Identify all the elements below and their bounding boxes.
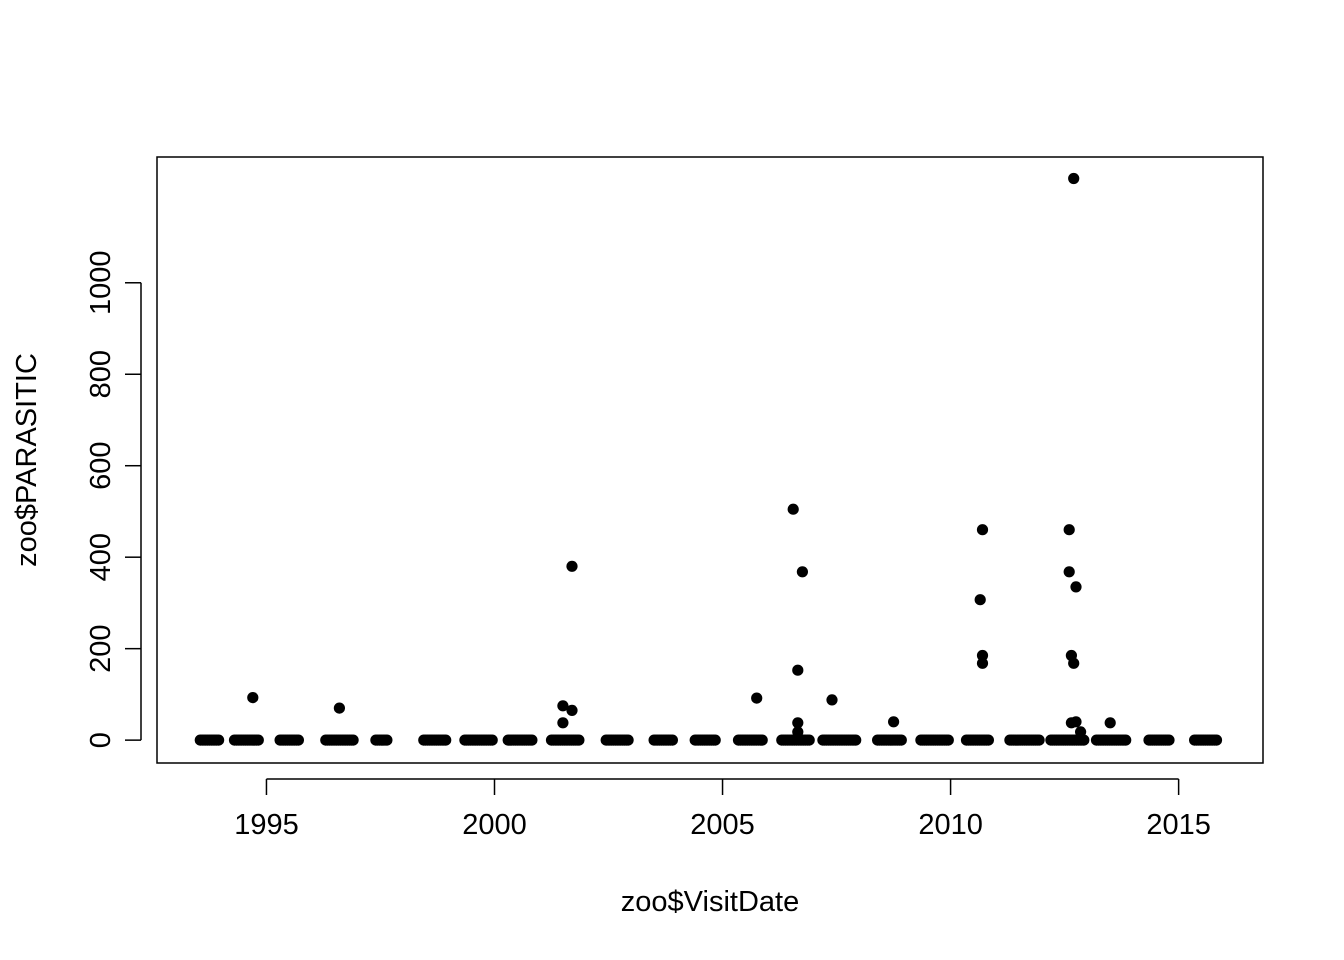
y-axis: 0 200 400 600 800 1000 xyxy=(85,251,142,748)
data-point xyxy=(1104,717,1116,729)
data-point xyxy=(486,734,498,746)
data-point xyxy=(803,734,815,746)
data-point xyxy=(976,524,989,536)
data-point xyxy=(850,734,862,746)
data-point xyxy=(440,734,452,746)
data-point xyxy=(557,717,569,729)
data-point xyxy=(1063,566,1075,578)
data-point xyxy=(1068,172,1080,185)
data-point xyxy=(526,734,538,746)
data-point xyxy=(976,657,989,669)
x-tick-label: 1995 xyxy=(234,809,299,841)
data-point xyxy=(213,734,225,746)
data-point xyxy=(792,717,804,729)
data-point xyxy=(666,734,679,746)
data-point xyxy=(888,716,900,728)
data-point xyxy=(566,704,578,717)
data-point xyxy=(573,734,585,746)
data-point xyxy=(381,734,393,746)
data-point xyxy=(557,700,569,712)
data-point xyxy=(895,734,907,746)
x-tick-label: 2010 xyxy=(918,809,983,841)
data-point xyxy=(709,734,721,746)
data-point xyxy=(622,734,634,746)
data-point xyxy=(247,692,259,704)
data-point xyxy=(982,734,995,746)
data-point xyxy=(796,566,809,578)
data-point xyxy=(333,702,345,714)
data-point xyxy=(1070,581,1082,593)
x-axis: 1995 2000 2005 2010 2015 xyxy=(234,778,1211,841)
data-point xyxy=(974,594,986,606)
data-point xyxy=(566,560,578,572)
x-axis-title: zoo$VisitDate xyxy=(621,886,799,918)
y-tick-label: 800 xyxy=(85,350,117,398)
x-tick-label: 2000 xyxy=(462,809,527,841)
data-point xyxy=(792,726,804,738)
data-point xyxy=(1033,734,1045,746)
data-point xyxy=(751,692,763,704)
y-tick-label: 600 xyxy=(85,442,117,490)
y-tick-label: 1000 xyxy=(85,251,117,316)
data-point xyxy=(292,734,304,746)
y-tick-label: 400 xyxy=(85,533,117,581)
y-tick-label: 0 xyxy=(85,732,117,748)
data-point xyxy=(976,649,989,662)
data-point xyxy=(787,503,799,515)
data-point xyxy=(826,694,838,706)
data-point xyxy=(942,734,954,746)
data-point xyxy=(1063,524,1075,536)
data-point xyxy=(1075,726,1087,738)
data-point xyxy=(1210,734,1223,746)
data-point xyxy=(347,734,359,746)
data-points xyxy=(194,172,1223,746)
data-point xyxy=(792,664,804,676)
y-axis-title: zoo$PARASITIC xyxy=(11,353,43,567)
plot-frame xyxy=(156,156,1264,764)
x-tick-label: 2005 xyxy=(690,809,755,841)
data-point xyxy=(1120,734,1132,746)
data-point xyxy=(1068,657,1080,669)
x-tick-label: 2015 xyxy=(1146,809,1211,841)
y-tick-label: 200 xyxy=(85,624,117,672)
data-point xyxy=(1070,716,1082,728)
data-point xyxy=(1163,734,1175,746)
data-point xyxy=(756,734,768,746)
data-point xyxy=(252,734,264,746)
